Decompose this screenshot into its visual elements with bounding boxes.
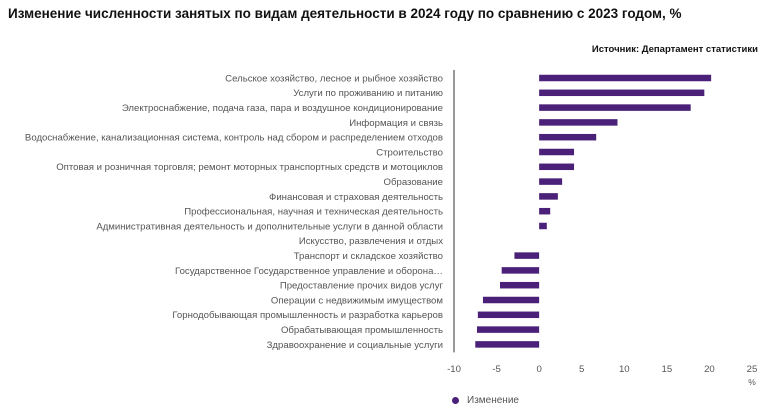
- x-tick-labels: -10 -5 0 5 10 15 20 25: [447, 364, 757, 375]
- category-label: Горнодобывающая промышленность и разрабо…: [172, 310, 443, 321]
- x-tick-label: 10: [619, 364, 630, 375]
- bars-group: [475, 74, 712, 348]
- bar: [539, 163, 575, 171]
- bar: [499, 281, 540, 289]
- category-label: Оптовая и розничная торговля; ремонт мот…: [56, 162, 443, 173]
- category-label: Искусство, развлечения и отдых: [299, 236, 443, 247]
- bar: [539, 222, 547, 230]
- category-labels: Сельское хозяйство, лесное и рыбное хозя…: [25, 73, 444, 350]
- category-label: Образование: [384, 177, 443, 188]
- category-label: Государственное Государственное управлен…: [175, 266, 443, 277]
- x-tick-label: -10: [447, 364, 461, 375]
- category-label: Профессиональная, научная и техническая …: [184, 207, 443, 218]
- category-label: Электроснабжение, подача газа, пара и во…: [122, 103, 443, 114]
- category-label: Предоставление прочих видов услуг: [280, 281, 444, 292]
- category-label: Транспорт и складское хозяйство: [294, 251, 443, 262]
- legend-swatch-icon: [452, 397, 459, 404]
- bar: [514, 252, 540, 259]
- bar: [539, 89, 705, 97]
- x-tick-label: -5: [492, 364, 501, 375]
- x-tick-label: 5: [579, 364, 584, 375]
- bar: [539, 148, 575, 156]
- bar: [476, 326, 540, 333]
- legend-label: Изменение: [467, 395, 519, 406]
- bar: [539, 178, 563, 185]
- legend: Изменение: [452, 395, 519, 406]
- category-label: Обрабатывающая промышленность: [281, 325, 443, 336]
- bar: [539, 104, 691, 111]
- bar: [482, 296, 540, 304]
- bar: [539, 74, 712, 82]
- bar: [539, 193, 558, 200]
- category-label: Строительство: [376, 147, 443, 158]
- chart-title: Изменение численности занятых по видам д…: [8, 6, 682, 21]
- category-label: Информация и связь: [349, 118, 443, 129]
- x-tick-label: 20: [704, 364, 715, 375]
- bar: [475, 341, 540, 348]
- category-label: Сельское хозяйство, лесное и рыбное хозя…: [225, 73, 443, 84]
- category-label: Здравоохранение и социальные услуги: [267, 340, 443, 351]
- category-label: Услуги по проживанию и питанию: [293, 88, 443, 99]
- x-tick-label: 25: [747, 364, 758, 375]
- category-label: Административная деятельность и дополнит…: [96, 221, 443, 232]
- x-tick-label: 15: [662, 364, 673, 375]
- bar: [539, 133, 597, 141]
- category-label: Операции с недвижимым имуществом: [271, 295, 443, 306]
- category-label: Финансовая и страховая деятельность: [269, 192, 443, 203]
- x-unit-label: %: [748, 377, 756, 387]
- category-label: Водоснабжение, канализационная система, …: [25, 133, 443, 144]
- bar: [539, 119, 618, 126]
- x-tick-label: 0: [536, 364, 541, 375]
- bar: [539, 207, 551, 215]
- bar: [501, 267, 540, 274]
- bar: [477, 311, 540, 319]
- chart-source: Источник: Департамент статистики: [591, 44, 758, 55]
